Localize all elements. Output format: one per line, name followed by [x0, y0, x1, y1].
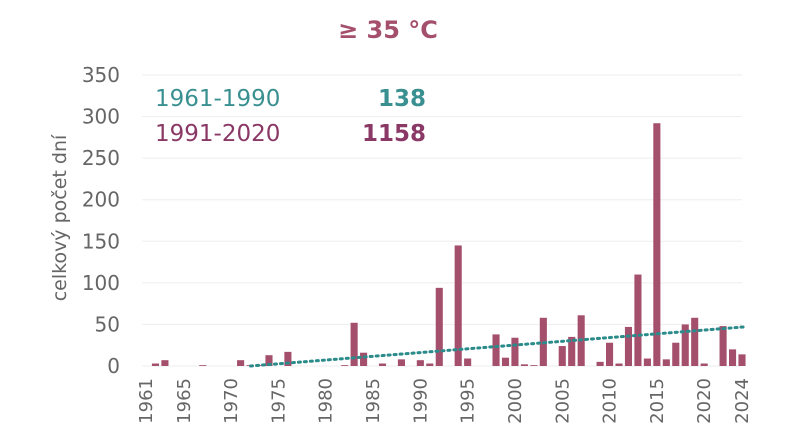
bar-1986 — [378, 363, 387, 366]
x-tick-label: 2024 — [732, 378, 753, 424]
bar-1984 — [360, 352, 368, 366]
bar-1998 — [492, 334, 500, 366]
x-tick-label: 1970 — [221, 378, 242, 424]
y-tick-label: 150 — [82, 229, 120, 253]
bar-2002 — [530, 365, 538, 366]
bar-2023 — [728, 349, 737, 366]
y-tick-label: 100 — [82, 271, 120, 295]
bar-2024 — [738, 354, 746, 366]
y-axis-label: celkový počet dní — [49, 134, 71, 301]
bar-2020 — [700, 363, 708, 366]
bar-2013 — [634, 274, 642, 366]
bar-2012 — [624, 326, 633, 366]
x-tick-label: 1995 — [458, 378, 479, 424]
legend: 1961-1990 138 1991-2020 1158 — [155, 86, 426, 147]
x-tick-label: 1961 — [136, 378, 157, 424]
x-tick-label: 2020 — [694, 378, 715, 424]
x-tick-label: 2005 — [552, 378, 573, 424]
bar-2001 — [520, 364, 528, 366]
x-tick-label: 2015 — [647, 378, 668, 424]
legend-label: 1961-1990 — [155, 86, 280, 112]
y-tick-label: 250 — [82, 146, 120, 170]
bar-1962 — [151, 363, 160, 366]
y-tick-label: 200 — [82, 188, 120, 212]
bar-1990 — [416, 360, 424, 366]
x-tick-label: 2000 — [505, 378, 526, 424]
bar-2006 — [568, 336, 576, 366]
bar-2022 — [719, 326, 727, 366]
bar-1971 — [237, 360, 245, 366]
legend-label: 1991-2020 — [155, 121, 280, 147]
bar-1963 — [161, 360, 169, 366]
bar-2018 — [681, 324, 689, 366]
bar-2005 — [558, 346, 566, 366]
bar-1967 — [199, 365, 207, 366]
bar-2009 — [596, 361, 604, 366]
bar-1991 — [426, 363, 434, 366]
bar-1999 — [501, 357, 510, 366]
x-tick-label: 1975 — [268, 378, 289, 424]
bar-2014 — [643, 358, 651, 366]
bar-2015 — [653, 123, 661, 366]
bar-2010 — [606, 342, 614, 366]
grid-lines — [142, 74, 742, 367]
bar-1976 — [284, 351, 292, 366]
x-tick-label: 1965 — [174, 378, 195, 424]
bar-1983 — [350, 322, 358, 366]
y-tick-label: 350 — [82, 63, 120, 87]
bar-2011 — [615, 363, 623, 366]
bar-1982 — [341, 365, 349, 366]
bar-1992 — [435, 287, 443, 366]
x-tick-label: 1990 — [410, 378, 431, 424]
bar-2019 — [691, 317, 699, 366]
y-tick-label: 0 — [107, 354, 120, 378]
legend-total: 1158 — [362, 121, 426, 147]
bar-1988 — [397, 359, 405, 366]
bar-1974 — [265, 355, 273, 366]
y-tick-label: 300 — [82, 105, 120, 129]
trend-line — [249, 325, 746, 368]
x-tick-labels: 1961 1965 1970 1975 1980 1985 1990 1995 2000 2005… — [136, 378, 753, 424]
legend-total: 138 — [378, 86, 426, 112]
x-tick-label: 1980 — [316, 378, 337, 424]
x-tick-label: 1985 — [363, 378, 384, 424]
bar-2016 — [662, 359, 670, 366]
x-tick-label: 2010 — [600, 378, 621, 424]
bar-2017 — [672, 342, 680, 366]
bars — [151, 123, 746, 366]
bar-1995 — [464, 358, 472, 366]
bar-1994 — [454, 245, 462, 366]
bar-2000 — [511, 337, 519, 366]
chart-title: ≥ 35 °C — [338, 16, 438, 44]
y-tick-label: 50 — [95, 312, 120, 336]
y-tick-labels: 0 50 100 150 200 250 300 350 — [82, 63, 120, 378]
